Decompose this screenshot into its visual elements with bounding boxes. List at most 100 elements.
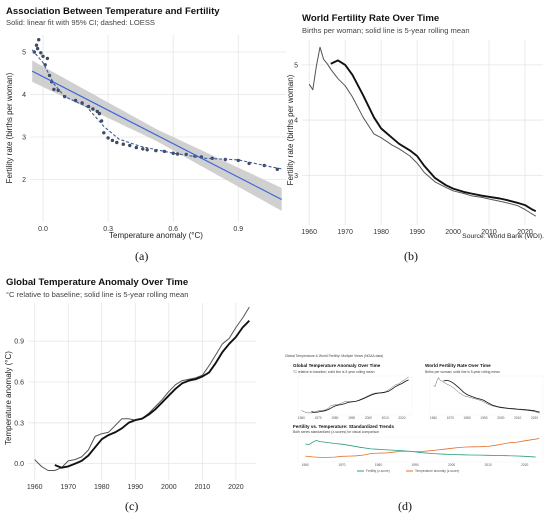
panel-d-sub1-x-tick-label: 1960 — [298, 416, 305, 420]
panel-b-subtitle: Births per woman; solid line is 5-year r… — [302, 26, 470, 35]
panel-c: Global Temperature Anomaly Over Time °C … — [4, 277, 256, 513]
panel-a-title: Association Between Temperature and Fert… — [6, 6, 220, 17]
panel-d: Global Temperature & World Fertility: Mu… — [282, 350, 547, 513]
panel-d-sub2-annual-line — [433, 377, 540, 414]
panel-a-data-point — [91, 107, 95, 111]
panel-a-subtitle: Solid: linear fit with 95% CI; dashed: L… — [6, 18, 155, 27]
panel-b-label: (b) — [404, 249, 418, 263]
panel-b-x-tick-label: 1990 — [409, 229, 425, 236]
panel-d-sub1-x-tick-label: 1990 — [348, 416, 355, 420]
panel-d-sub1-x-tick-label: 2000 — [365, 416, 372, 420]
panel-d-label: (d) — [398, 499, 412, 513]
panel-a-x-tick-label: 0.0 — [38, 226, 48, 233]
panel-a: Association Between Temperature and Fert… — [5, 6, 286, 263]
panel-a-data-point — [115, 140, 119, 145]
panel-c-x-tick-label: 1990 — [128, 484, 144, 491]
panel-a-data-point — [236, 158, 240, 163]
panel-c-annual-line — [34, 306, 250, 471]
panel-c-x-tick-label: 1970 — [60, 484, 76, 491]
panel-a-data-point — [128, 143, 132, 148]
panel-b-y-tick-label: 4 — [294, 118, 298, 125]
panel-a-y-tick-label: 3 — [22, 135, 26, 142]
panel-b-y-axis-label: Fertility rate (births per woman) — [286, 74, 295, 185]
panel-d-sub2-x-tick-label: 2010 — [514, 416, 521, 420]
panel-a-data-point — [99, 119, 104, 123]
panel-a-data-point — [102, 131, 106, 135]
panel-d-sub1-title: Global Temperature Anomaly Over Time — [293, 363, 381, 368]
panel-d-sub3-x-tick-label: 1960 — [302, 463, 309, 467]
panel-b-x-tick-label: 1960 — [301, 229, 317, 236]
panel-d-sub3-x-tick-label: 2010 — [485, 463, 492, 467]
panel-d-sub3-temperature-line — [305, 438, 540, 458]
panel-c-label: (c) — [125, 499, 138, 513]
panel-a-data-point — [73, 98, 78, 103]
panel-a-data-point — [275, 167, 279, 171]
panel-a-y-tick-label: 2 — [22, 177, 26, 184]
panel-b-x-tick-label: 1980 — [373, 229, 389, 236]
panel-d-legend-fertility: Fertility (z-score) — [366, 469, 390, 473]
panel-d-sub2-plot-area — [429, 375, 544, 416]
panel-d-sub1-subtitle: °C relative to baseline; solid line is 5… — [293, 370, 375, 374]
panel-c-x-tick-label: 1960 — [27, 484, 43, 491]
panel-b-x-tick-label: 2010 — [481, 229, 497, 236]
panel-d-sub2-x-tick-label: 2020 — [531, 416, 538, 420]
panel-a-y-tick-label: 4 — [22, 92, 26, 99]
panel-a-data-point — [56, 88, 60, 93]
panel-d-sub2-subtitle: Births per woman; solid line is 5-year r… — [425, 370, 500, 374]
panel-d-sub1-x-tick-label: 2010 — [382, 416, 389, 420]
panel-c-y-tick-label: 0.9 — [14, 339, 24, 346]
panel-c-x-tick-label: 2020 — [228, 484, 244, 491]
panel-b-rolling-mean-line — [330, 59, 537, 213]
panel-c-x-tick-label: 2010 — [195, 484, 211, 491]
panel-b-annual-line — [308, 46, 537, 217]
panel-c-rolling-mean-line — [54, 320, 250, 469]
panel-a-data-point — [171, 151, 175, 155]
panel-a-data-point — [134, 145, 138, 150]
panel-a-label: (a) — [135, 249, 148, 263]
panel-d-sub2-x-tick-label: 1990 — [480, 416, 487, 420]
panel-d-sub3-plot-area — [297, 436, 544, 463]
panel-d-sub3-x-tick-label: 1990 — [411, 463, 418, 467]
panel-c-y-axis-label: Temperature anomaly (°C) — [4, 351, 13, 445]
panel-a-y-axis-label: Fertility rate (births per woman) — [5, 72, 14, 183]
panel-a-data-point — [106, 136, 110, 140]
panel-c-y-tick-label: 0.6 — [14, 379, 24, 386]
panel-d-sub1-x-tick-label: 2020 — [398, 416, 405, 420]
panel-a-x-tick-label: 0.9 — [233, 226, 243, 233]
panel-a-data-point — [41, 54, 45, 58]
panel-d-sub3-subtitle: Both series standardized (z-scores) for … — [293, 430, 379, 434]
panel-a-data-point — [145, 148, 149, 152]
panel-c-x-tick-label: 1980 — [94, 484, 110, 491]
panel-a-linear-fit-line — [31, 70, 282, 201]
panel-d-sub2-x-tick-label: 1970 — [447, 416, 454, 420]
panel-a-data-point — [97, 111, 102, 116]
panel-b-source: Source: World Bank (WDI). — [462, 233, 544, 240]
panel-a-data-point — [45, 56, 50, 61]
panel-a-loess-line — [31, 49, 282, 170]
panel-c-title: Global Temperature Anomaly Over Time — [6, 277, 188, 288]
panel-a-data-point — [141, 147, 145, 151]
panel-d-sub1-rolling-mean-line — [311, 379, 409, 413]
panel-d-sub2-rolling-mean-line — [443, 379, 540, 413]
panel-d-legend-temperature: Temperature anomaly (z-score) — [415, 469, 459, 473]
panel-a-x-tick-label: 0.3 — [103, 226, 113, 233]
panel-a-data-point — [35, 46, 40, 51]
panel-b-x-tick-label: 2020 — [517, 229, 533, 236]
panel-d-sub3-x-tick-label: 2000 — [448, 463, 455, 467]
panel-d-sub3-x-tick-label: 2020 — [521, 463, 528, 467]
panel-a-data-point — [162, 149, 167, 154]
panel-d-sub1-x-tick-label: 1970 — [315, 416, 322, 420]
panel-d-sub2-x-tick-label: 1980 — [464, 416, 471, 420]
panel-a-y-tick-label: 5 — [22, 50, 26, 57]
panel-a-data-point — [39, 51, 43, 55]
panel-a-x-axis-label: Temperature anomaly (°C) — [109, 231, 203, 240]
panel-d-sub3-title: Fertility vs. Temperature: Standardized … — [293, 424, 394, 429]
panel-a-x-tick-label: 0.6 — [168, 226, 178, 233]
panel-a-data-point — [121, 142, 126, 146]
panel-d-sub1-x-tick-label: 1980 — [331, 416, 338, 420]
panel-b-x-tick-label: 2000 — [445, 229, 461, 236]
panel-a-data-point — [34, 43, 39, 47]
panel-d-sub2-x-tick-label: 1960 — [430, 416, 437, 420]
panel-a-data-point — [95, 109, 100, 114]
